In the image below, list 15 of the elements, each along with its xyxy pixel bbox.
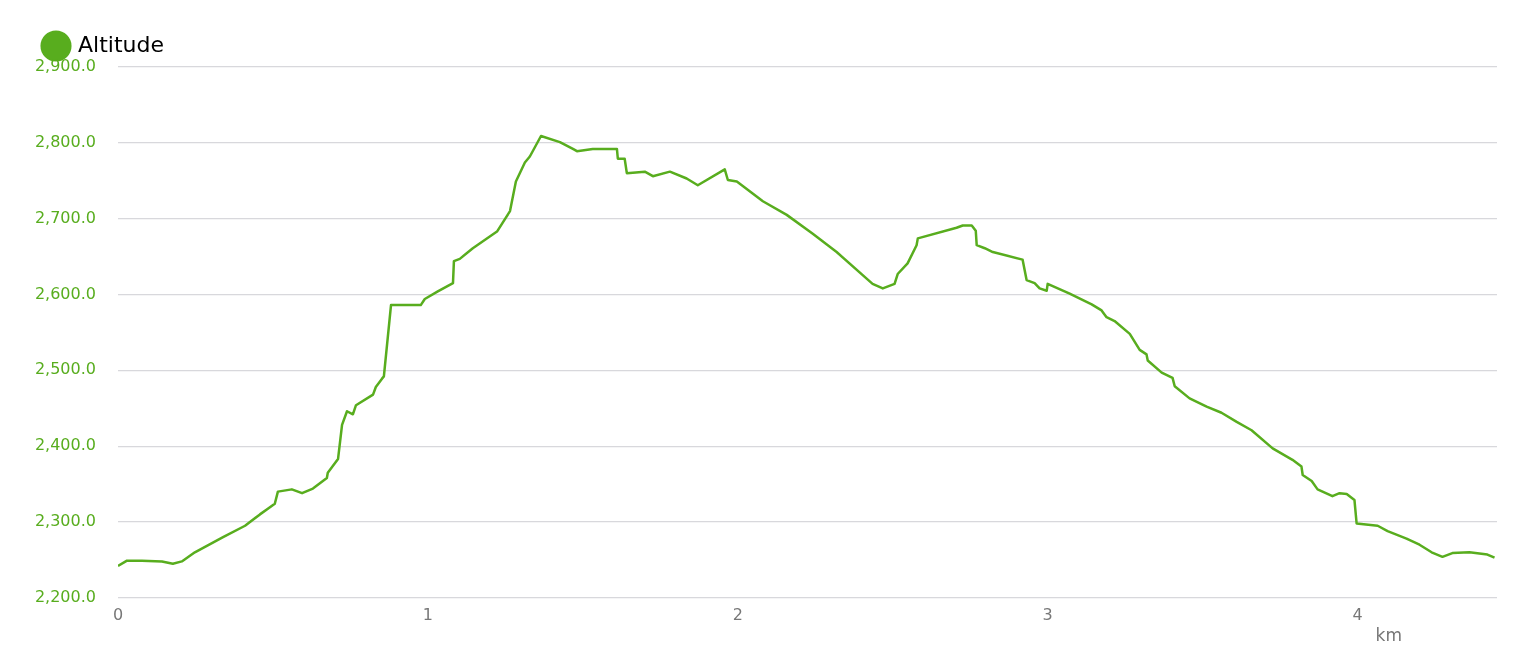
y-tick-label: 2,800.0 xyxy=(34,131,96,151)
y-tick-label: 2,400.0 xyxy=(34,435,96,455)
y-tick-label: 2,200.0 xyxy=(34,586,96,606)
x-tick-label: 3 xyxy=(1042,604,1053,624)
legend-label: Altitude xyxy=(78,31,164,57)
y-tick-label: 2,500.0 xyxy=(34,359,96,379)
x-axis-title: km xyxy=(1375,625,1402,646)
y-tick-label: 2,600.0 xyxy=(34,283,96,303)
x-tick-label: 0 xyxy=(112,604,124,624)
y-tick-label: 2,700.0 xyxy=(34,207,96,227)
x-tick-label: 4 xyxy=(1352,604,1363,624)
x-tick-label: 1 xyxy=(422,604,433,624)
x-tick-label: 2 xyxy=(732,604,743,624)
y-tick-label: 2,900.0 xyxy=(34,56,96,76)
y-tick-label: 2,300.0 xyxy=(34,511,96,531)
